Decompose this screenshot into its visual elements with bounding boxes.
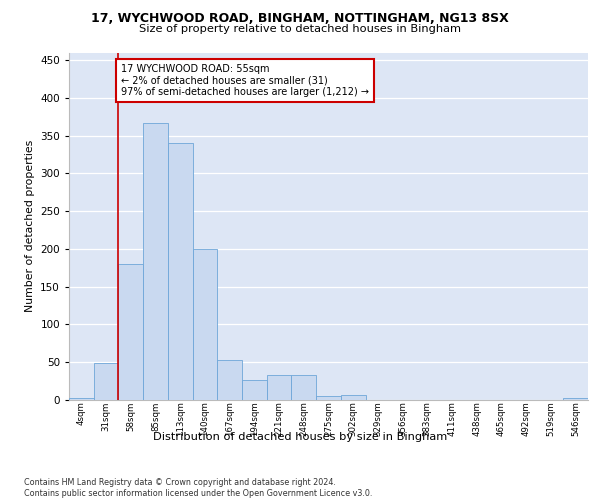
Bar [292,375,316,400]
Bar [94,363,118,400]
Bar [143,123,168,400]
Text: Contains HM Land Registry data © Crown copyright and database right 2024.
Contai: Contains HM Land Registry data © Crown c… [24,478,373,498]
Bar [217,360,242,400]
Y-axis label: Number of detached properties: Number of detached properties [25,140,35,312]
Bar [341,396,365,400]
Text: 17 WYCHWOOD ROAD: 55sqm
← 2% of detached houses are smaller (31)
97% of semi-det: 17 WYCHWOOD ROAD: 55sqm ← 2% of detached… [121,64,369,97]
Bar [242,380,267,400]
Text: 17, WYCHWOOD ROAD, BINGHAM, NOTTINGHAM, NG13 8SX: 17, WYCHWOOD ROAD, BINGHAM, NOTTINGHAM, … [91,12,509,26]
Bar [118,264,143,400]
Bar [69,398,94,400]
Bar [316,396,341,400]
Bar [168,143,193,400]
Text: Distribution of detached houses by size in Bingham: Distribution of detached houses by size … [153,432,447,442]
Text: Size of property relative to detached houses in Bingham: Size of property relative to detached ho… [139,24,461,34]
Bar [193,249,217,400]
Bar [267,375,292,400]
Bar [563,398,588,400]
